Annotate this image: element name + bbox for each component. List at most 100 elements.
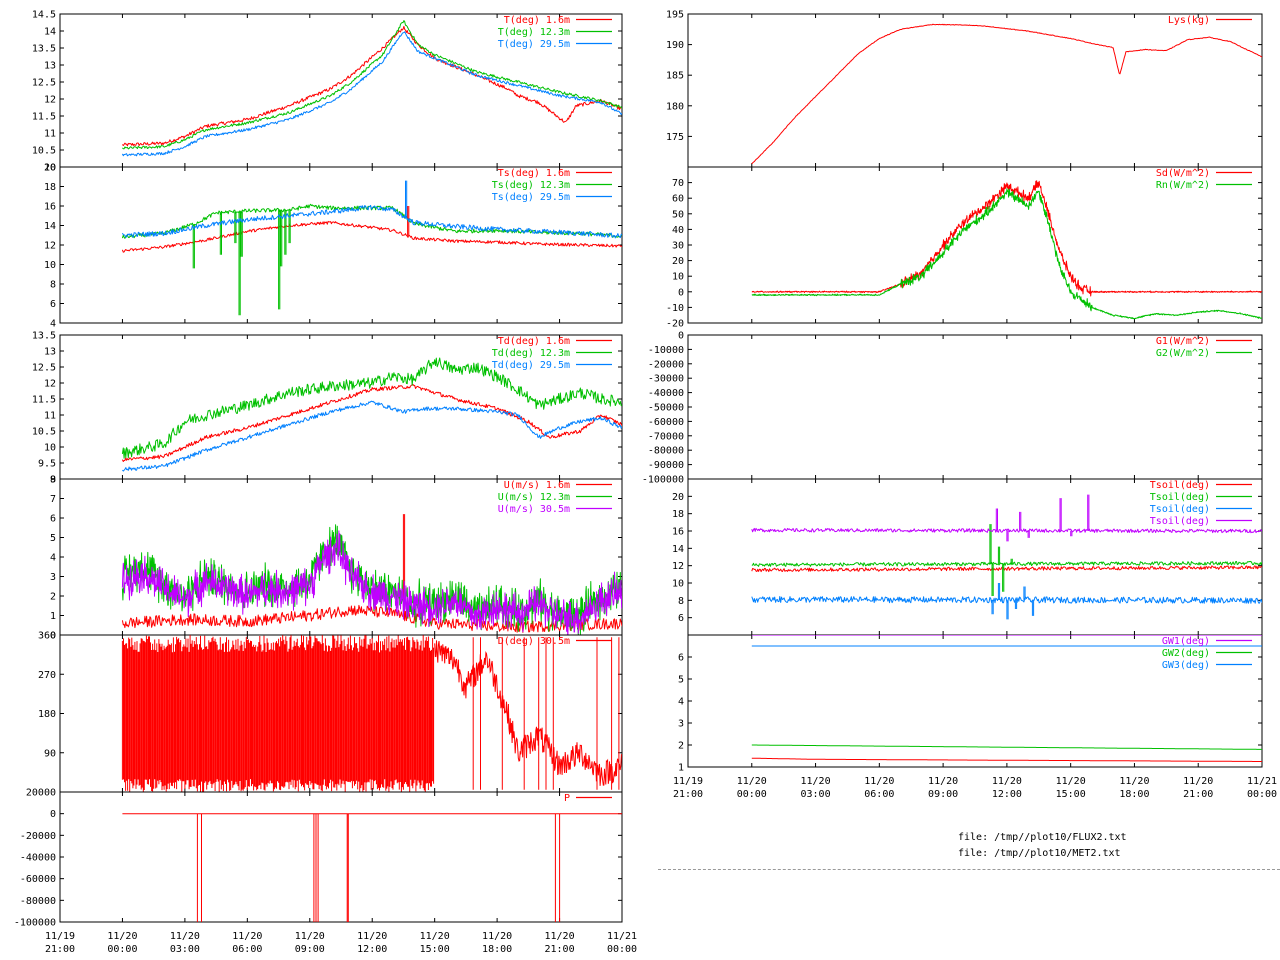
y-tick-label: 20 (672, 256, 684, 267)
y-tick-label: 0 (678, 287, 684, 298)
y-tick-label: 12 (672, 561, 684, 572)
x-tick-label: 15:00 (1056, 789, 1086, 800)
y-tick-label: 20 (44, 163, 56, 174)
y-tick-label: 12 (44, 379, 56, 390)
series-line (122, 20, 622, 150)
y-tick-label: 6 (678, 613, 684, 624)
series-line (121, 530, 622, 635)
legend-entry: P (564, 793, 570, 804)
legend-entry: Td(deg) 29.5m (492, 360, 570, 371)
y-tick-label: 11 (44, 411, 56, 422)
x-tick-label: 03:00 (801, 789, 831, 800)
panel-rad: -20 -10 0 10 20 30 40 50 60 70 Sd(W/m^2)Rn(W/m^2) (666, 166, 1263, 330)
x-tick-label: 06:00 (864, 789, 894, 800)
y-tick-label: 60 (672, 194, 684, 205)
x-tick-label: 21:00 (545, 944, 575, 955)
y-tick-label: 11.5 (32, 112, 56, 123)
legend-entry: Rn(W/m^2) (1156, 180, 1210, 191)
x-tick-label: 12:00 (357, 944, 387, 955)
y-tick-label: 4 (50, 319, 56, 330)
y-tick-label: 14 (44, 27, 56, 38)
x-tick-label: 00:00 (607, 944, 637, 955)
y-tick-label: 8 (50, 280, 56, 291)
legend-entry: Ts(deg) 1.6m (498, 168, 570, 179)
y-tick-label: 18 (672, 509, 684, 520)
y-tick-label: 4 (50, 553, 56, 564)
x-tick-label: 21:00 (1183, 789, 1213, 800)
panel-gw: 1 2 3 4 5 6 GW1(deg)GW2(deg)GW3(deg) (678, 634, 1263, 774)
x-tick-label: 00:00 (1247, 789, 1277, 800)
y-tick-label: 10 (44, 443, 56, 454)
x-tick-label: 00:00 (107, 944, 137, 955)
legend-entry: T(deg) 12.3m (498, 27, 570, 38)
series-line (751, 583, 1262, 620)
series-line (751, 188, 1262, 320)
divider (658, 869, 1280, 870)
y-tick-label: 40 (672, 225, 684, 236)
x-tick-label: 18:00 (482, 944, 512, 955)
y-tick-label: 360 (38, 631, 56, 642)
y-tick-label: -20000 (20, 831, 56, 842)
legend-entry: G2(W/m^2) (1156, 348, 1210, 359)
y-tick-label: 9.5 (38, 459, 56, 470)
y-tick-label: 6 (50, 299, 56, 310)
y-tick-label: 9 (50, 475, 56, 486)
y-tick-label: 20 (672, 492, 684, 503)
panel-temp: 10 10.5 11 11.5 12 12.5 13 13.5 14 14.5 T(deg) 1.6… (32, 10, 623, 174)
file-name: file: /tmp//plot10/MET2.txt (958, 848, 1121, 859)
y-tick-label: 1 (50, 611, 56, 622)
y-tick-label: 3 (50, 572, 56, 583)
y-tick-label: 20000 (26, 788, 56, 799)
x-tick-label: 11/20 (357, 931, 387, 942)
series-line (122, 25, 622, 147)
x-tick-label: 06:00 (232, 944, 262, 955)
x-tick-label: 15:00 (420, 944, 450, 955)
x-tick-label: 11/20 (737, 776, 767, 787)
y-tick-label: -100000 (14, 918, 56, 929)
y-tick-label: 16 (44, 202, 56, 213)
series-line (751, 23, 1262, 165)
y-tick-label: -30000 (648, 374, 684, 385)
y-tick-label: -10000 (648, 345, 684, 356)
series-line (751, 744, 1262, 750)
y-tick-label: 70 (672, 178, 684, 189)
y-tick-label: 18 (44, 182, 56, 193)
y-tick-label: 180 (38, 709, 56, 720)
y-tick-label: 50 (672, 209, 684, 220)
series-line (751, 524, 1262, 596)
plot-frame (59, 791, 623, 923)
legend-entry: U(m/s) 12.3m (498, 492, 570, 503)
x-tick-label: 21:00 (673, 789, 703, 800)
x-tick-label: 12:00 (992, 789, 1022, 800)
y-tick-label: 185 (666, 71, 684, 82)
y-tick-label: -50000 (648, 403, 684, 414)
panel-dew: 9 9.5 10 10.5 11 11.5 12 12.5 13 13.5 Td(deg) 1.6m… (32, 331, 623, 486)
y-tick-label: 14.5 (32, 10, 56, 21)
x-tick-label: 09:00 (928, 789, 958, 800)
x-tick-label: 11/20 (864, 776, 894, 787)
y-tick-label: 30 (672, 241, 684, 252)
series-line (121, 180, 622, 239)
series-line (751, 494, 1262, 542)
y-tick-label: -100000 (642, 475, 684, 486)
panel-dir: 90 180 270 360 D(deg) 30.5m (38, 631, 623, 793)
series-line (751, 565, 1262, 573)
y-tick-label: 6 (50, 514, 56, 525)
y-tick-label: 10 (44, 260, 56, 271)
y-tick-label: 12 (44, 241, 56, 252)
y-tick-label: 8 (50, 475, 56, 486)
y-tick-label: 13 (44, 61, 56, 72)
x-tick-label: 11/19 (45, 931, 75, 942)
x-tick-label: 11/20 (1119, 776, 1149, 787)
x-tick-label: 11/20 (170, 931, 200, 942)
x-tick-label: 18:00 (1119, 789, 1149, 800)
x-tick-label: 11/20 (295, 931, 325, 942)
series-line (121, 357, 622, 459)
series-line (121, 31, 622, 157)
series-line (121, 635, 622, 792)
y-tick-label: 12.5 (32, 363, 56, 374)
y-tick-label: 13 (44, 347, 56, 358)
x-tick-label: 11/20 (801, 776, 831, 787)
legend-entry: GW3(deg) (1162, 660, 1210, 671)
